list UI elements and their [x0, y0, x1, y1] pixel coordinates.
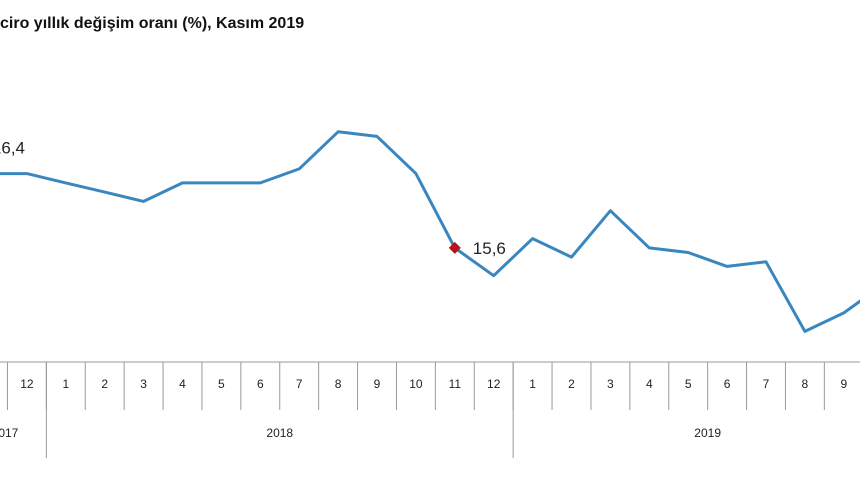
- year-label: 2018: [266, 426, 293, 440]
- month-tick-label: 1: [529, 377, 536, 391]
- chart-title: ciro yıllık değişim oranı (%), Kasım 201…: [0, 15, 305, 32]
- month-tick-label: 2: [101, 377, 108, 391]
- month-tick-label: 2: [568, 377, 575, 391]
- year-label: 2019: [694, 426, 721, 440]
- month-tick-label: 10: [409, 377, 423, 391]
- month-tick-label: 4: [179, 377, 186, 391]
- data-label: 15,6: [473, 239, 506, 258]
- month-tick-label: 7: [296, 377, 303, 391]
- month-tick-label: 11: [449, 377, 462, 391]
- month-tick-label: 3: [140, 377, 147, 391]
- data-label: 16,4: [0, 139, 25, 158]
- month-tick-label: 5: [685, 377, 692, 391]
- year-label: 2017: [0, 426, 19, 440]
- month-tick-label: 7: [763, 377, 770, 391]
- month-tick-label: 8: [335, 377, 342, 391]
- month-tick-label: 9: [840, 377, 847, 391]
- month-tick-label: 4: [646, 377, 653, 391]
- month-tick-label: 9: [374, 377, 381, 391]
- month-tick-label: 6: [724, 377, 731, 391]
- month-tick-label: 6: [257, 377, 264, 391]
- month-tick-label: 12: [487, 377, 501, 391]
- month-tick-label: 12: [20, 377, 34, 391]
- highlight-point: [448, 241, 461, 254]
- month-tick-label: 8: [802, 377, 809, 391]
- month-tick-label: 3: [607, 377, 614, 391]
- series-line: [0, 130, 860, 333]
- month-tick-label: 1: [62, 377, 69, 391]
- month-tick-label: 5: [218, 377, 225, 391]
